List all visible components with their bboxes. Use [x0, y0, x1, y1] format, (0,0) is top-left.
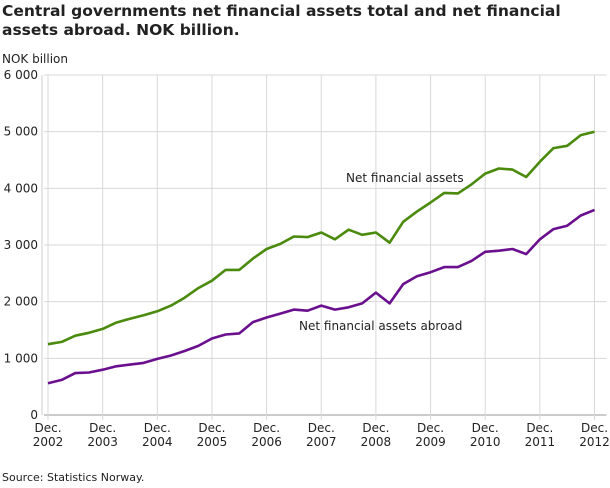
y-tick-label: 2 000: [4, 295, 38, 309]
y-tick-label: 5 000: [4, 125, 38, 139]
y-tick-label: 6 000: [4, 68, 38, 82]
x-tick-label-year: 2002: [33, 435, 64, 449]
x-tick-label-month: Dec.: [34, 421, 61, 435]
x-tick-label-year: 2012: [579, 435, 610, 449]
x-tick-label-year: 2004: [142, 435, 173, 449]
x-tick-label-month: Dec.: [581, 421, 608, 435]
x-tick-label-month: Dec.: [198, 421, 225, 435]
x-tick-label-month: Dec.: [253, 421, 280, 435]
series-label: Net financial assets abroad: [299, 319, 462, 333]
x-tick-label-month: Dec.: [308, 421, 335, 435]
x-tick-label-month: Dec.: [89, 421, 116, 435]
x-tick-label-month: Dec.: [417, 421, 444, 435]
x-tick-label-month: Dec.: [526, 421, 553, 435]
series-label: Net financial assets: [346, 171, 464, 185]
chart-title: Central governments net financial assets…: [2, 2, 561, 39]
x-tick-label-month: Dec.: [472, 421, 499, 435]
y-tick-label: 0: [30, 408, 38, 422]
x-tick-label-year: 2003: [87, 435, 118, 449]
x-tick-label-month: Dec.: [362, 421, 389, 435]
x-tick-label-year: 2006: [251, 435, 282, 449]
x-tick-label-month: Dec.: [144, 421, 171, 435]
series-line-net-financial-assets-abroad: [47, 208, 595, 385]
y-tick-label: 1 000: [4, 351, 38, 365]
x-tick-label-year: 2005: [197, 435, 228, 449]
source-note: Source: Statistics Norway.: [2, 471, 145, 484]
x-tick-label-year: 2011: [525, 435, 556, 449]
x-tick-label-year: 2010: [470, 435, 501, 449]
series-line-net-financial-assets: [47, 130, 595, 346]
x-tick-label-year: 2008: [361, 435, 392, 449]
y-axis-unit-label: NOK billion: [2, 52, 69, 66]
x-tick-label-year: 2007: [306, 435, 337, 449]
y-tick-label: 3 000: [4, 238, 38, 252]
y-tick-label: 4 000: [4, 181, 38, 195]
x-tick-label-year: 2009: [415, 435, 446, 449]
